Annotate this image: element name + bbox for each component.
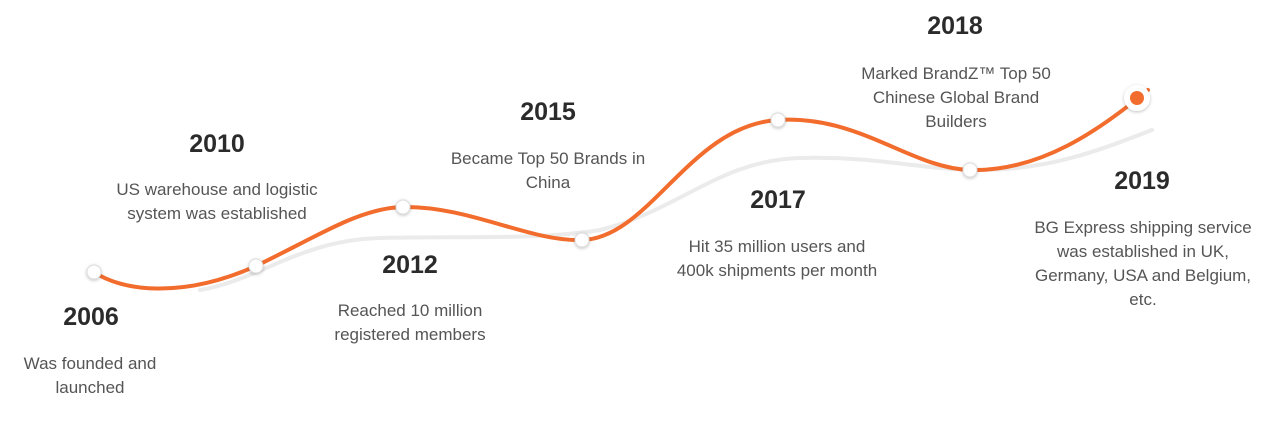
milestone-desc-2006: Was founded and launched	[23, 354, 157, 397]
timeline-node-2015	[574, 232, 590, 248]
milestone-year-2010: 2010	[189, 130, 245, 158]
milestone-desc-2010: US warehouse and logistic system was est…	[116, 180, 318, 223]
timeline-node-2017	[770, 112, 786, 128]
milestone-desc-2019: BG Express shipping service was establis…	[1034, 218, 1252, 309]
milestone-year-2017: 2017	[750, 186, 806, 214]
milestone-year-2019: 2019	[1114, 167, 1170, 195]
timeline-node-2012	[395, 199, 411, 215]
milestone-year-2006: 2006	[63, 303, 119, 331]
milestone-year-2015: 2015	[520, 98, 576, 126]
milestone-year-2018: 2018	[927, 12, 983, 40]
timeline-node-2010	[248, 258, 264, 274]
timeline-node-2019-active	[1124, 85, 1150, 111]
milestone-desc-2015: Became Top 50 Brands in China	[450, 149, 646, 192]
timeline-node-2006	[86, 264, 102, 280]
milestone-year-2012: 2012	[382, 251, 438, 279]
milestone-desc-2018: Marked BrandZ™ Top 50 Chinese Global Bra…	[861, 64, 1051, 131]
timeline-node-2018	[962, 162, 978, 178]
milestone-desc-2012: Reached 10 million registered members	[334, 301, 486, 344]
milestone-desc-2017: Hit 35 million users and 400k shipments …	[676, 237, 878, 280]
